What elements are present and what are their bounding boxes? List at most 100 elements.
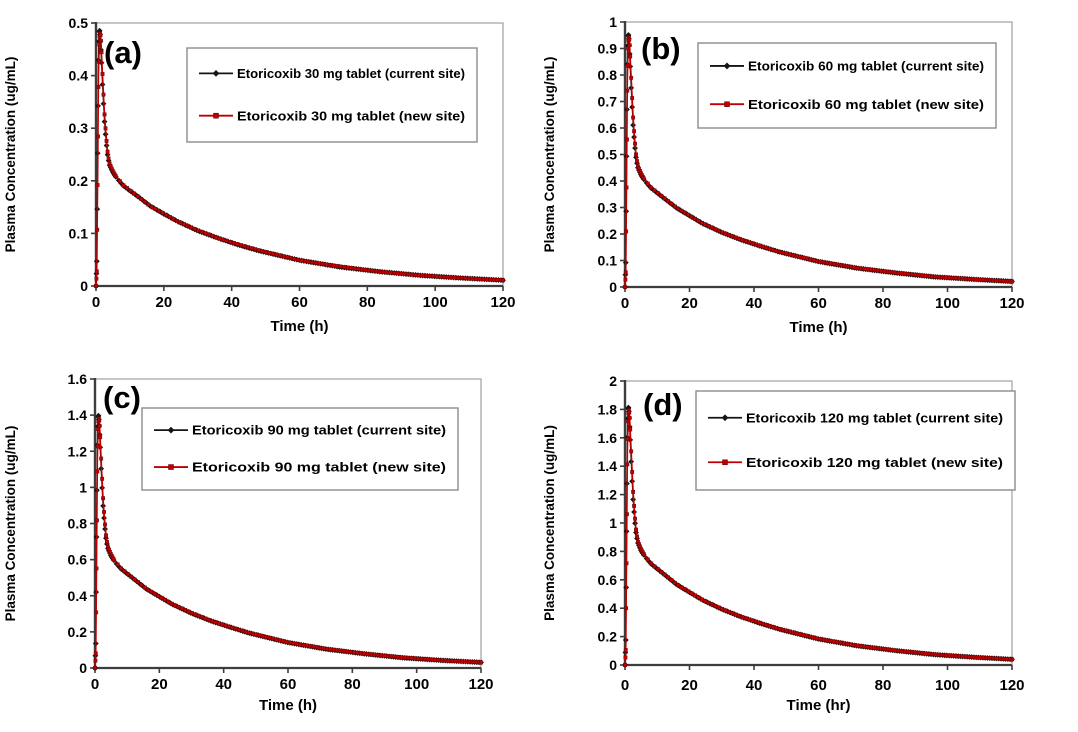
square-marker [249,246,254,251]
square-marker [706,600,711,605]
square-marker [781,628,786,632]
square-marker [771,247,775,252]
square-marker [445,275,450,280]
y-tick-label: 0.8 [598,543,618,559]
square-marker [115,562,120,567]
square-marker [304,643,309,648]
legend-box [695,390,1016,491]
square-marker [446,658,451,663]
square-marker [182,222,186,227]
x-tick-label: 80 [875,295,892,312]
square-marker [630,96,635,100]
square-marker [96,85,101,89]
square-marker [627,410,632,415]
square-marker [994,278,999,283]
square-marker [167,214,172,219]
square-marker [121,183,126,188]
square-marker [388,270,393,275]
y-tick-label: 0.2 [598,226,618,242]
square-marker [264,635,269,639]
square-marker [186,609,191,614]
square-marker [815,259,819,263]
square-marker [764,245,769,250]
y-tick-label: 0.1 [69,225,89,241]
square-marker [967,655,972,659]
square-marker [801,255,806,260]
square-marker [1010,657,1014,662]
y-tick-label: 0.4 [69,68,89,84]
square-marker [150,205,154,209]
square-marker [311,644,316,649]
square-marker [95,444,100,449]
square-marker [794,631,799,636]
square-marker [369,652,373,657]
square-marker [372,652,377,657]
legend-entry-label: Etoricoxib 60 mg tablet (current site) [748,59,984,74]
square-marker [716,605,721,610]
square-marker [103,126,108,131]
square-marker [491,277,496,282]
panel-label: (d) [643,387,683,422]
square-marker [328,263,332,267]
square-marker [889,270,894,275]
square-marker [781,250,786,255]
square-marker [720,607,725,612]
square-marker [142,585,147,590]
square-marker [207,232,211,237]
y-tick-label: 0.1 [598,253,618,269]
square-marker [757,243,762,248]
diamond-marker [96,27,103,34]
square-marker [865,645,870,649]
square-marker [317,261,322,266]
square-marker [662,196,667,201]
square-marker [730,234,735,239]
square-marker [686,212,691,217]
square-marker [460,659,465,664]
square-marker [740,615,745,620]
square-marker [879,269,884,273]
legend-diamond-marker [723,62,731,70]
x-tick-label: 40 [746,295,763,312]
square-marker [157,208,161,213]
square-marker [367,268,372,273]
square-marker [720,230,725,235]
square-marker [916,273,921,277]
square-marker [1001,279,1006,283]
square-marker [244,629,248,634]
x-tick-label: 0 [621,295,629,312]
panel-label: (a) [104,35,142,70]
square-marker [345,265,350,270]
square-marker [328,647,333,652]
square-marker [122,569,127,574]
square-marker [788,629,792,634]
square-marker [666,575,670,580]
y-tick-label: 0.6 [598,120,618,136]
square-marker [96,134,100,139]
square-marker [930,652,935,657]
square-marker [960,276,965,281]
square-marker [672,580,677,585]
square-marker [625,63,630,68]
square-marker [146,587,150,592]
square-marker [981,277,985,282]
square-marker [132,191,137,196]
square-marker [623,270,628,275]
square-marker [396,655,400,659]
square-marker [436,658,441,663]
square-marker [920,273,924,278]
legend-diamond-marker [167,426,175,434]
square-marker [463,276,468,281]
square-marker [324,262,329,267]
square-marker [456,659,461,664]
square-marker [306,259,311,264]
square-marker [630,470,635,474]
square-marker [933,652,938,657]
square-marker [106,156,111,161]
square-marker [377,269,382,274]
square-marker [402,272,407,276]
x-tick-label: 60 [280,676,297,693]
square-marker [424,273,429,278]
x-axis-title: Time (h) [270,318,328,335]
square-marker [957,654,962,659]
y-tick-label: 1 [79,479,87,495]
